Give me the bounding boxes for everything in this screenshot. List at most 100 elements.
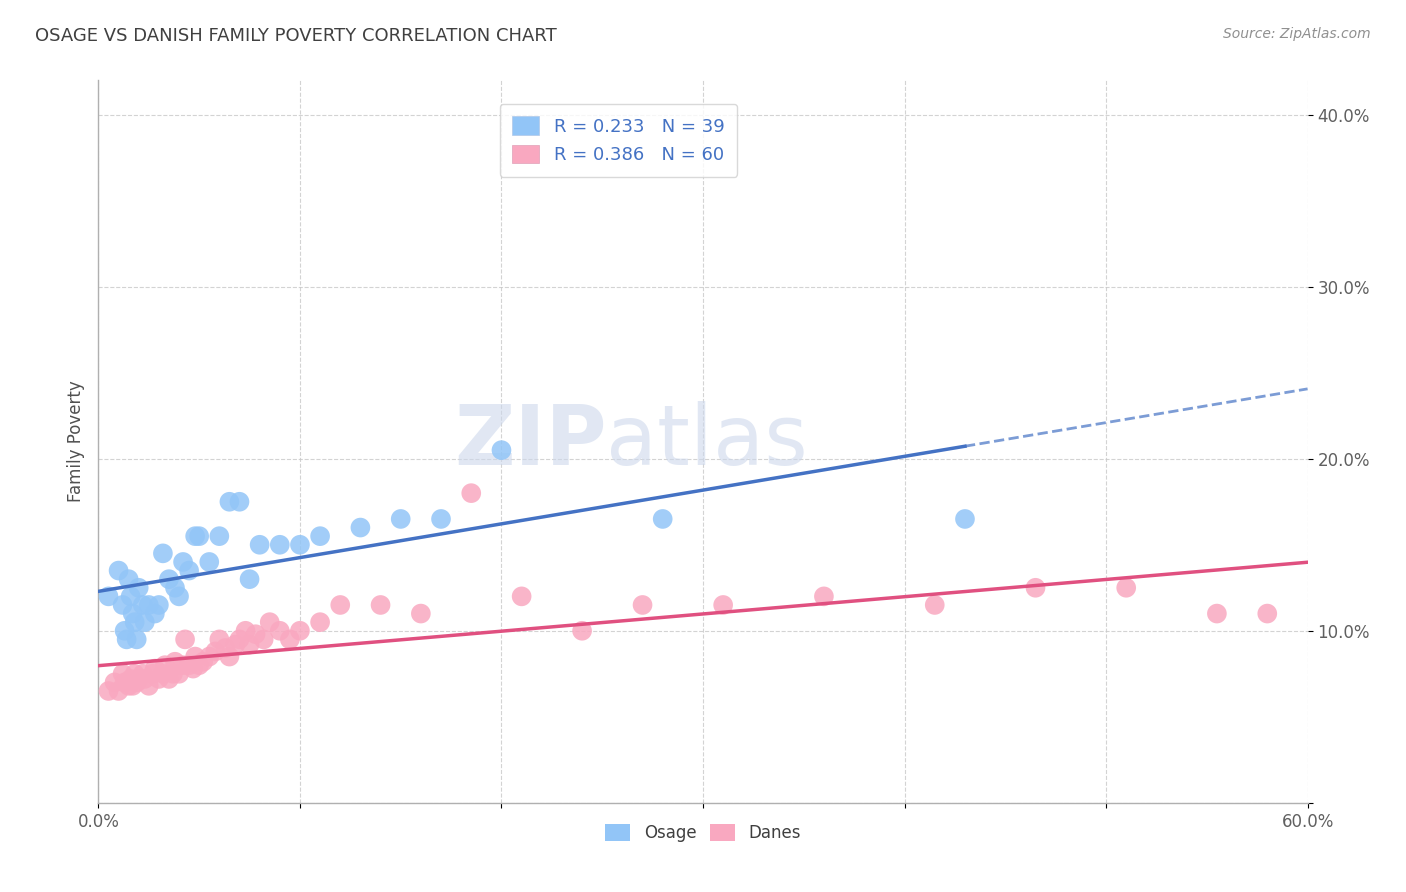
Point: [143, 662, 166, 676]
Point: [120, 672, 142, 686]
Y-axis label: Family Poverty: Family Poverty: [66, 381, 84, 502]
Point: [711, 598, 734, 612]
Point: [184, 529, 207, 543]
Point: [288, 624, 311, 638]
Point: [134, 672, 156, 686]
Point: [349, 520, 371, 534]
Point: [228, 494, 250, 508]
Point: [218, 494, 240, 508]
Point: [214, 640, 236, 655]
Point: [1025, 581, 1047, 595]
Point: [114, 624, 136, 638]
Point: [1206, 607, 1229, 621]
Point: [124, 615, 146, 630]
Point: [125, 675, 148, 690]
Point: [491, 443, 513, 458]
Point: [157, 672, 180, 686]
Point: [953, 512, 976, 526]
Point: [571, 624, 593, 638]
Point: [97, 590, 120, 604]
Point: [172, 555, 194, 569]
Point: [1256, 607, 1278, 621]
Point: [153, 658, 176, 673]
Point: [193, 655, 215, 669]
Point: [107, 684, 129, 698]
Point: [208, 632, 231, 647]
Point: [97, 684, 120, 698]
Point: [103, 675, 125, 690]
Point: [245, 627, 267, 641]
Point: [278, 632, 301, 647]
Point: [1115, 581, 1137, 595]
Point: [409, 607, 432, 621]
Point: [118, 572, 141, 586]
Text: ZIP: ZIP: [454, 401, 606, 482]
Point: [162, 666, 184, 681]
Point: [460, 486, 482, 500]
Point: [152, 666, 174, 681]
Point: [179, 658, 201, 673]
Point: [118, 679, 141, 693]
Point: [172, 658, 194, 673]
Point: [128, 581, 150, 595]
Point: [142, 666, 165, 681]
Point: [309, 529, 332, 543]
Point: [167, 666, 190, 681]
Point: [651, 512, 673, 526]
Point: [389, 512, 412, 526]
Point: [329, 598, 352, 612]
Point: [430, 512, 453, 526]
Text: Source: ZipAtlas.com: Source: ZipAtlas.com: [1223, 27, 1371, 41]
Point: [309, 615, 332, 630]
Point: [235, 624, 257, 638]
Point: [239, 572, 262, 586]
Point: [924, 598, 946, 612]
Point: [269, 538, 291, 552]
Point: [163, 655, 186, 669]
Text: atlas: atlas: [606, 401, 808, 482]
Point: [111, 598, 134, 612]
Point: [138, 598, 160, 612]
Legend: Osage, Danes: Osage, Danes: [599, 817, 807, 848]
Point: [239, 638, 262, 652]
Point: [157, 572, 180, 586]
Point: [188, 529, 211, 543]
Point: [179, 564, 201, 578]
Text: OSAGE VS DANISH FAMILY POVERTY CORRELATION CHART: OSAGE VS DANISH FAMILY POVERTY CORRELATI…: [35, 27, 557, 45]
Point: [111, 666, 134, 681]
Point: [143, 607, 166, 621]
Point: [152, 546, 174, 560]
Point: [198, 555, 221, 569]
Point: [249, 538, 271, 552]
Point: [253, 632, 276, 647]
Point: [510, 590, 533, 604]
Point: [148, 598, 170, 612]
Point: [181, 662, 204, 676]
Point: [259, 615, 281, 630]
Point: [115, 632, 138, 647]
Point: [107, 564, 129, 578]
Point: [370, 598, 392, 612]
Point: [148, 672, 170, 686]
Point: [198, 649, 221, 664]
Point: [208, 529, 231, 543]
Point: [128, 672, 150, 686]
Point: [138, 679, 160, 693]
Point: [174, 632, 197, 647]
Point: [269, 624, 291, 638]
Point: [134, 615, 156, 630]
Point: [184, 649, 207, 664]
Point: [188, 658, 211, 673]
Point: [121, 679, 143, 693]
Point: [163, 581, 186, 595]
Point: [224, 638, 246, 652]
Point: [120, 590, 142, 604]
Point: [167, 590, 190, 604]
Point: [204, 644, 226, 658]
Point: [124, 666, 146, 681]
Point: [813, 590, 835, 604]
Point: [132, 598, 155, 612]
Point: [121, 607, 143, 621]
Point: [125, 632, 148, 647]
Point: [228, 632, 250, 647]
